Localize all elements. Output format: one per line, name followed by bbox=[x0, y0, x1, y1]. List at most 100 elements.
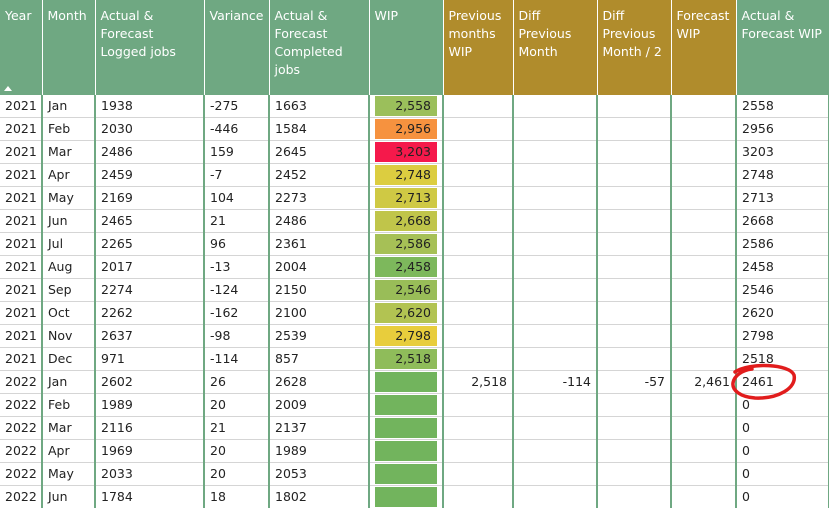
table-row: 2021 Jun 2465 21 2486 2,668 2668 bbox=[0, 209, 829, 233]
cell-prev-wip bbox=[443, 209, 514, 233]
cell-logged: 2030 bbox=[95, 117, 205, 141]
table-row: 2022 Jan 2602 26 2628 2,518 -114 -57 2,461 2461 bbox=[0, 370, 829, 394]
cell-logged: 2262 bbox=[95, 301, 205, 325]
cell-prev-wip bbox=[443, 255, 514, 279]
cell-diff-prev bbox=[513, 117, 598, 141]
cell-forecast-wip bbox=[671, 462, 737, 486]
cell-wip bbox=[369, 439, 444, 463]
table-row: 2021 Feb 2030 -446 1584 2,956 2956 bbox=[0, 117, 829, 141]
header-year[interactable]: Year bbox=[0, 0, 43, 95]
header-forecast-wip-label: Forecast WIP bbox=[676, 8, 730, 41]
cell-month: Jul bbox=[42, 232, 96, 256]
cell-year: 2022 bbox=[0, 462, 43, 486]
cell-variance: -7 bbox=[204, 163, 270, 187]
cell-forecast-wip bbox=[671, 255, 737, 279]
header-diff-previous-month-half[interactable]: Diff Previous Month / 2 bbox=[597, 0, 672, 95]
table-row: 2022 Jun 1784 18 1802 0 bbox=[0, 485, 829, 508]
cell-wip: 3,203 bbox=[369, 140, 444, 164]
header-month[interactable]: Month bbox=[42, 0, 96, 95]
cell-forecast-wip bbox=[671, 393, 737, 417]
cell-completed: 2273 bbox=[269, 186, 370, 210]
cell-act-fc-wip: 2748 bbox=[736, 163, 829, 187]
cell-variance: 96 bbox=[204, 232, 270, 256]
header-actual-forecast-wip-label: Actual & Forecast WIP bbox=[741, 8, 822, 41]
wip-conditional-cell: 2,620 bbox=[375, 303, 437, 323]
cell-forecast-wip bbox=[671, 117, 737, 141]
cell-year: 2021 bbox=[0, 95, 43, 118]
table-row: 2021 Dec 971 -114 857 2,518 2518 bbox=[0, 347, 829, 371]
cell-forecast-wip bbox=[671, 140, 737, 164]
cell-logged: 2465 bbox=[95, 209, 205, 233]
cell-logged: 2637 bbox=[95, 324, 205, 348]
cell-prev-wip bbox=[443, 462, 514, 486]
cell-act-fc-wip: 2461 bbox=[736, 370, 829, 394]
cell-month: Apr bbox=[42, 439, 96, 463]
cell-variance: 21 bbox=[204, 209, 270, 233]
cell-diff-prev-half bbox=[597, 163, 672, 187]
header-previous-months-wip[interactable]: Previous months WIP bbox=[443, 0, 514, 95]
cell-wip: 2,668 bbox=[369, 209, 444, 233]
header-completed-jobs-label: Actual & Forecast Completed jobs bbox=[274, 8, 343, 77]
cell-wip: 2,956 bbox=[369, 117, 444, 141]
header-forecast-wip[interactable]: Forecast WIP bbox=[671, 0, 737, 95]
cell-variance: -114 bbox=[204, 347, 270, 371]
header-completed-jobs[interactable]: Actual & Forecast Completed jobs bbox=[269, 0, 370, 95]
wip-conditional-cell bbox=[375, 441, 437, 461]
cell-month: Jan bbox=[42, 95, 96, 118]
header-variance[interactable]: Variance bbox=[204, 0, 270, 95]
header-wip-label: WIP bbox=[374, 8, 399, 23]
cell-variance: 21 bbox=[204, 416, 270, 440]
sort-ascending-icon[interactable] bbox=[4, 86, 12, 91]
cell-variance: 18 bbox=[204, 485, 270, 508]
cell-year: 2022 bbox=[0, 439, 43, 463]
cell-year: 2021 bbox=[0, 163, 43, 187]
wip-conditional-cell: 2,748 bbox=[375, 165, 437, 185]
cell-prev-wip: 2,518 bbox=[443, 370, 514, 394]
cell-month: Jan bbox=[42, 370, 96, 394]
header-actual-forecast-wip[interactable]: Actual & Forecast WIP bbox=[736, 0, 829, 95]
wip-conditional-cell: 2,713 bbox=[375, 188, 437, 208]
header-logged-jobs[interactable]: Actual & Forecast Logged jobs bbox=[95, 0, 205, 95]
wip-conditional-cell: 2,558 bbox=[375, 96, 437, 116]
table-body: 2021 Jan 1938 -275 1663 2,558 2558 2021 Feb 2030-… bbox=[0, 95, 829, 508]
cell-prev-wip bbox=[443, 278, 514, 302]
cell-completed: 2361 bbox=[269, 232, 370, 256]
cell-act-fc-wip: 2713 bbox=[736, 186, 829, 210]
cell-year: 2022 bbox=[0, 416, 43, 440]
cell-act-fc-wip: 0 bbox=[736, 485, 829, 508]
cell-logged: 2602 bbox=[95, 370, 205, 394]
wip-conditional-cell bbox=[375, 418, 437, 438]
cell-diff-prev bbox=[513, 462, 598, 486]
cell-month: Sep bbox=[42, 278, 96, 302]
header-diff-previous-month[interactable]: Diff Previous Month bbox=[513, 0, 598, 95]
cell-wip: 2,620 bbox=[369, 301, 444, 325]
cell-diff-prev-half bbox=[597, 485, 672, 508]
cell-diff-prev-half bbox=[597, 95, 672, 118]
cell-forecast-wip bbox=[671, 186, 737, 210]
cell-act-fc-wip: 2518 bbox=[736, 347, 829, 371]
cell-act-fc-wip: 2620 bbox=[736, 301, 829, 325]
cell-variance: 104 bbox=[204, 186, 270, 210]
cell-forecast-wip bbox=[671, 416, 737, 440]
cell-diff-prev bbox=[513, 140, 598, 164]
cell-wip: 2,798 bbox=[369, 324, 444, 348]
cell-prev-wip bbox=[443, 95, 514, 118]
header-wip[interactable]: WIP bbox=[369, 0, 444, 95]
cell-wip: 2,458 bbox=[369, 255, 444, 279]
cell-prev-wip bbox=[443, 393, 514, 417]
cell-wip: 2,748 bbox=[369, 163, 444, 187]
cell-month: Dec bbox=[42, 347, 96, 371]
cell-year: 2021 bbox=[0, 117, 43, 141]
table-row: 2021 Mar 2486 159 2645 3,203 3203 bbox=[0, 140, 829, 164]
cell-prev-wip bbox=[443, 301, 514, 325]
wip-conditional-cell: 2,586 bbox=[375, 234, 437, 254]
cell-forecast-wip bbox=[671, 163, 737, 187]
cell-prev-wip bbox=[443, 439, 514, 463]
cell-act-fc-wip: 2458 bbox=[736, 255, 829, 279]
cell-diff-prev-half bbox=[597, 117, 672, 141]
wip-conditional-cell bbox=[375, 395, 437, 415]
cell-month: Mar bbox=[42, 416, 96, 440]
cell-diff-prev-half bbox=[597, 186, 672, 210]
cell-year: 2022 bbox=[0, 393, 43, 417]
